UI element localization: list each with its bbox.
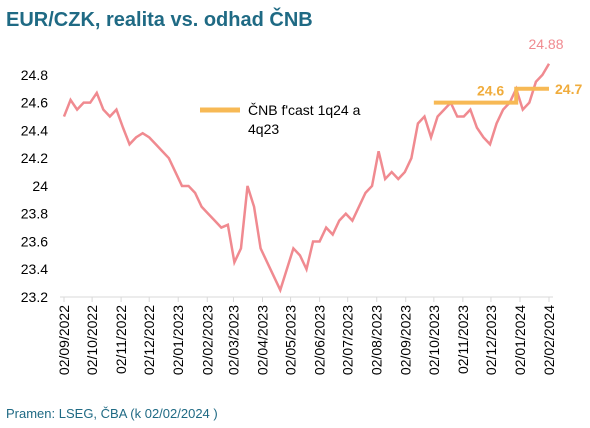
x-tick-label: 02/10/2023 — [426, 305, 442, 375]
legend-label: ČNB f'cast 1q24 a 4q23 — [248, 102, 361, 137]
x-tick-label: 02/02/2023 — [199, 305, 215, 375]
x-tick-label: 02/09/2023 — [398, 305, 414, 375]
y-tick-label: 24.6 — [21, 95, 48, 111]
x-tick-label: 02/05/2023 — [283, 305, 299, 375]
data-label: 24.6 — [477, 83, 504, 99]
series-line — [62, 63, 551, 294]
x-tick-label: 02/11/2023 — [455, 305, 471, 374]
x-tick-label: 02/12/2023 — [483, 305, 499, 375]
x-tick-label: 02/07/2023 — [340, 305, 356, 375]
x-tick-label: 02/09/2022 — [56, 305, 72, 375]
x-tick-label: 02/12/2022 — [141, 305, 157, 375]
y-tick-label: 24.4 — [21, 122, 48, 138]
y-tick-label: 23.6 — [21, 233, 48, 249]
x-tick-label: 02/08/2023 — [369, 305, 385, 375]
data-label: 24.7 — [555, 81, 582, 97]
y-tick-label: 24.8 — [21, 67, 48, 83]
chart-title: EUR/CZK, realita vs. odhad ČNB — [6, 7, 313, 31]
x-tick-label: 02/06/2023 — [312, 305, 328, 375]
source: Pramen: LSEG, ČBA (k 02/02/2024 ) — [6, 406, 218, 421]
x-tick-label: 02/01/2024 — [512, 305, 528, 375]
x-tick-label: 02/03/2023 — [225, 305, 241, 375]
x-tick-label: 02/02/2024 — [541, 305, 557, 375]
x-tick-label: 02/10/2022 — [84, 305, 100, 375]
series-line — [433, 86, 549, 105]
y-tick-label: 23.4 — [21, 261, 48, 277]
x-tick-label: 02/01/2023 — [170, 305, 186, 375]
y-tick-label: 23.2 — [21, 289, 48, 305]
y-tick-label: 23.8 — [21, 206, 48, 222]
y-tick-label: 24 — [32, 178, 48, 194]
data-label: 24.88 — [528, 36, 563, 52]
x-tick-label: 02/04/2023 — [254, 305, 270, 375]
y-tick-label: 24.2 — [21, 150, 48, 166]
x-tick-label: 02/11/2022 — [113, 305, 129, 374]
